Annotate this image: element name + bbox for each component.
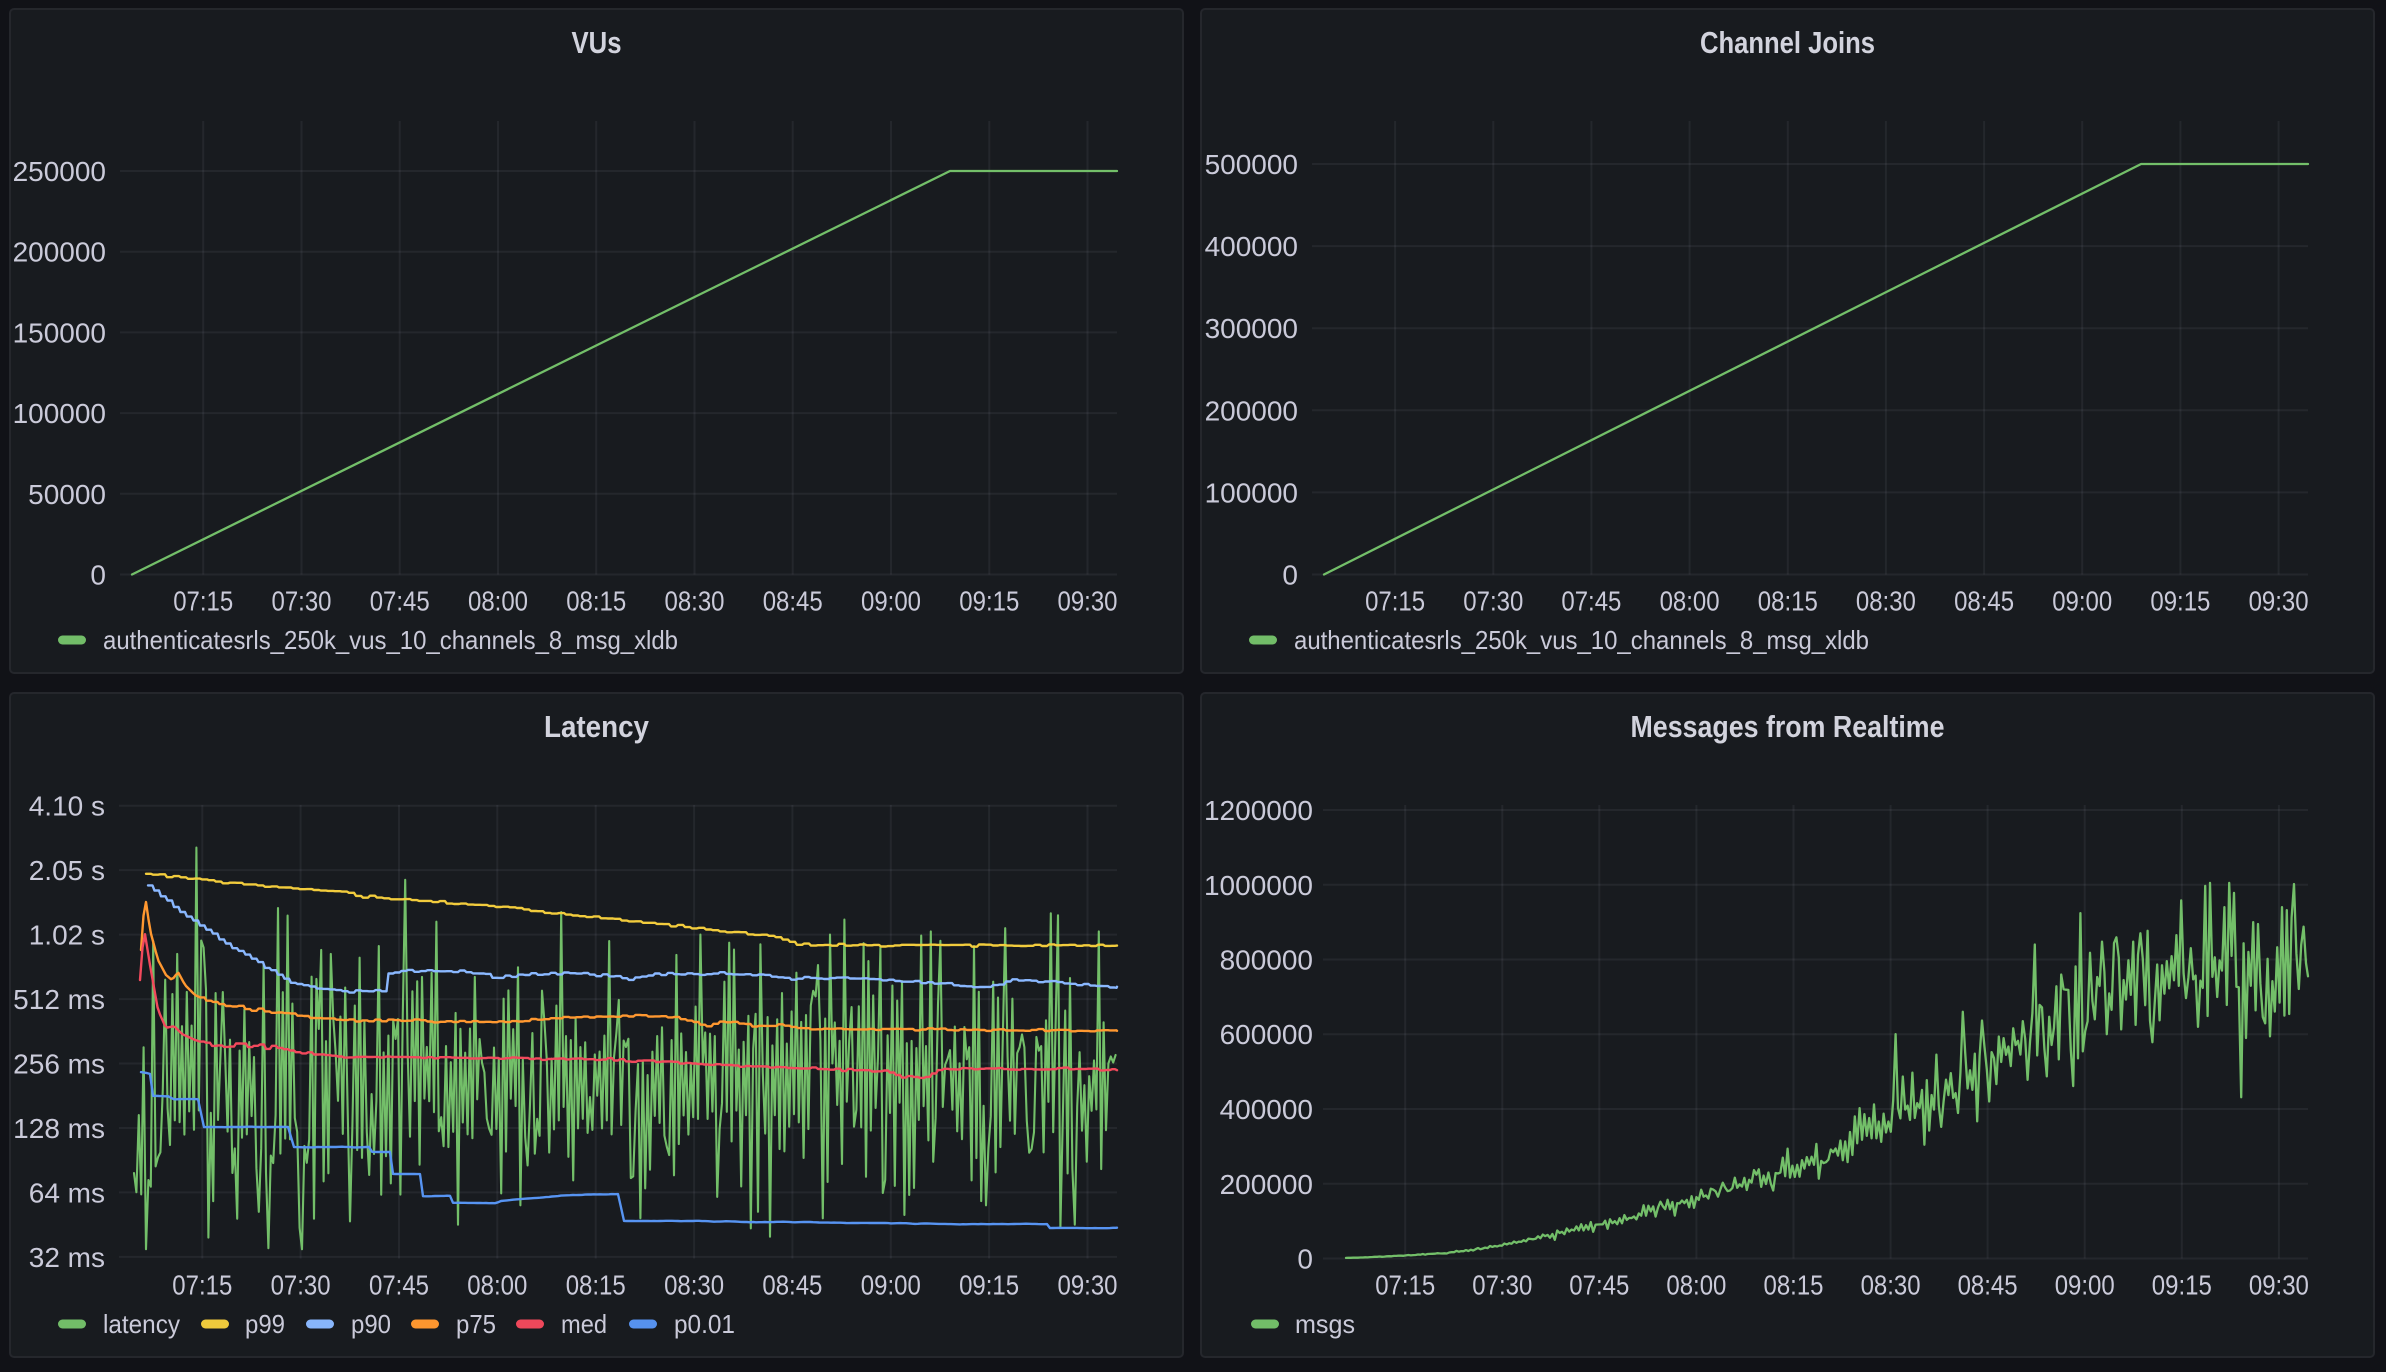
svg-text:p90: p90 bbox=[351, 1309, 391, 1339]
svg-text:08:45: 08:45 bbox=[1954, 586, 2014, 617]
svg-text:p0.01: p0.01 bbox=[674, 1309, 735, 1339]
svg-text:500000: 500000 bbox=[1205, 149, 1298, 180]
svg-text:08:15: 08:15 bbox=[1764, 1270, 1824, 1301]
svg-text:4.10 s: 4.10 s bbox=[29, 791, 105, 822]
svg-text:09:30: 09:30 bbox=[2249, 1270, 2309, 1301]
svg-text:Messages from Realtime: Messages from Realtime bbox=[1631, 709, 1945, 744]
svg-text:07:45: 07:45 bbox=[1569, 1270, 1629, 1301]
svg-text:512 ms: 512 ms bbox=[13, 984, 105, 1015]
svg-text:p99: p99 bbox=[245, 1309, 285, 1339]
svg-text:07:30: 07:30 bbox=[1472, 1270, 1532, 1301]
svg-text:800000: 800000 bbox=[1220, 945, 1313, 976]
svg-text:Latency: Latency bbox=[544, 709, 650, 744]
svg-text:09:00: 09:00 bbox=[2055, 1270, 2115, 1301]
svg-text:latency: latency bbox=[103, 1309, 180, 1339]
svg-text:100000: 100000 bbox=[13, 398, 106, 429]
svg-text:09:15: 09:15 bbox=[2152, 1270, 2212, 1301]
svg-text:09:15: 09:15 bbox=[2150, 586, 2210, 617]
svg-text:150000: 150000 bbox=[13, 317, 106, 348]
svg-text:400000: 400000 bbox=[1205, 231, 1298, 262]
svg-text:0: 0 bbox=[1282, 560, 1298, 591]
svg-text:authenticatesrls_250k_vus_10_c: authenticatesrls_250k_vus_10_channels_8_… bbox=[1294, 625, 1869, 655]
svg-text:p75: p75 bbox=[456, 1309, 496, 1339]
svg-text:08:15: 08:15 bbox=[566, 1270, 626, 1301]
svg-text:authenticatesrls_250k_vus_10_c: authenticatesrls_250k_vus_10_channels_8_… bbox=[103, 625, 678, 655]
svg-text:08:45: 08:45 bbox=[763, 586, 823, 617]
svg-text:07:15: 07:15 bbox=[1365, 586, 1425, 617]
svg-text:07:15: 07:15 bbox=[1375, 1270, 1435, 1301]
svg-text:08:15: 08:15 bbox=[566, 586, 626, 617]
svg-text:07:15: 07:15 bbox=[172, 1270, 232, 1301]
svg-text:09:30: 09:30 bbox=[1058, 586, 1118, 617]
svg-text:200000: 200000 bbox=[1205, 395, 1298, 426]
svg-text:200000: 200000 bbox=[1220, 1169, 1313, 1200]
svg-text:07:30: 07:30 bbox=[1463, 586, 1523, 617]
svg-text:08:15: 08:15 bbox=[1758, 586, 1818, 617]
svg-text:200000: 200000 bbox=[13, 237, 106, 268]
svg-text:msgs: msgs bbox=[1295, 1309, 1355, 1339]
svg-text:128 ms: 128 ms bbox=[13, 1113, 105, 1144]
svg-text:300000: 300000 bbox=[1205, 313, 1298, 344]
svg-text:09:15: 09:15 bbox=[959, 1270, 1019, 1301]
svg-text:08:00: 08:00 bbox=[1660, 586, 1720, 617]
svg-text:256 ms: 256 ms bbox=[13, 1049, 105, 1080]
svg-text:0: 0 bbox=[1297, 1244, 1313, 1275]
svg-text:08:00: 08:00 bbox=[467, 1270, 527, 1301]
svg-text:2.05 s: 2.05 s bbox=[29, 855, 105, 886]
svg-text:07:30: 07:30 bbox=[271, 1270, 331, 1301]
svg-text:08:45: 08:45 bbox=[762, 1270, 822, 1301]
svg-text:08:30: 08:30 bbox=[1856, 586, 1916, 617]
svg-text:250000: 250000 bbox=[13, 156, 106, 187]
svg-text:07:45: 07:45 bbox=[369, 1270, 429, 1301]
svg-text:32 ms: 32 ms bbox=[29, 1242, 105, 1273]
svg-text:09:00: 09:00 bbox=[861, 586, 921, 617]
svg-text:med: med bbox=[561, 1309, 607, 1339]
svg-text:50000: 50000 bbox=[28, 479, 106, 510]
svg-text:1.02 s: 1.02 s bbox=[29, 920, 105, 951]
svg-text:64 ms: 64 ms bbox=[29, 1177, 105, 1208]
svg-text:Channel Joins: Channel Joins bbox=[1700, 25, 1875, 60]
svg-text:07:45: 07:45 bbox=[370, 586, 430, 617]
svg-text:08:00: 08:00 bbox=[468, 586, 528, 617]
svg-text:09:15: 09:15 bbox=[959, 586, 1019, 617]
svg-text:600000: 600000 bbox=[1220, 1019, 1313, 1050]
svg-text:1000000: 1000000 bbox=[1204, 870, 1313, 901]
svg-text:08:00: 08:00 bbox=[1666, 1270, 1726, 1301]
svg-text:VUs: VUs bbox=[572, 25, 622, 60]
svg-text:09:00: 09:00 bbox=[2052, 586, 2112, 617]
svg-text:07:30: 07:30 bbox=[272, 586, 332, 617]
svg-text:100000: 100000 bbox=[1205, 477, 1298, 508]
svg-text:09:30: 09:30 bbox=[1058, 1270, 1118, 1301]
svg-text:08:30: 08:30 bbox=[1861, 1270, 1921, 1301]
svg-text:09:30: 09:30 bbox=[2249, 586, 2309, 617]
svg-text:07:15: 07:15 bbox=[173, 586, 233, 617]
svg-text:08:30: 08:30 bbox=[665, 586, 725, 617]
svg-text:07:45: 07:45 bbox=[1561, 586, 1621, 617]
svg-text:400000: 400000 bbox=[1220, 1094, 1313, 1125]
svg-text:1200000: 1200000 bbox=[1204, 795, 1313, 826]
svg-text:08:30: 08:30 bbox=[664, 1270, 724, 1301]
svg-text:08:45: 08:45 bbox=[1958, 1270, 2018, 1301]
svg-text:09:00: 09:00 bbox=[861, 1270, 921, 1301]
svg-text:0: 0 bbox=[90, 560, 106, 591]
